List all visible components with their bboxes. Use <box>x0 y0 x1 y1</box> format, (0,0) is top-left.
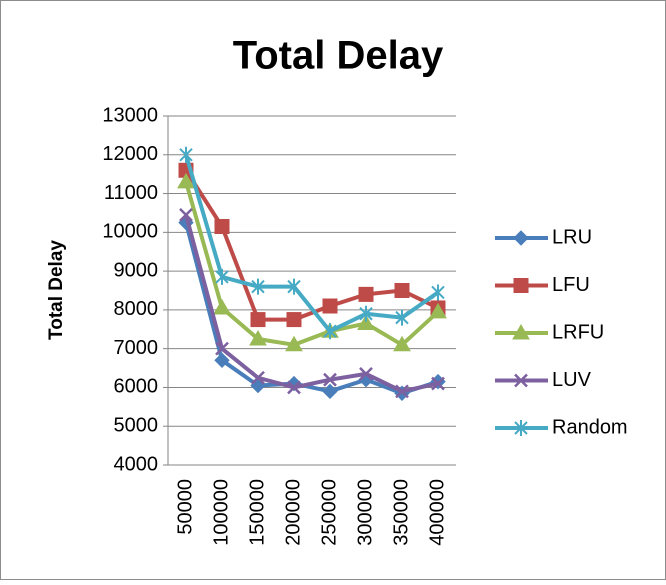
legend-label: Random <box>552 416 628 438</box>
marker <box>179 207 193 222</box>
marker <box>179 146 193 163</box>
marker <box>285 335 303 352</box>
marker <box>251 370 265 385</box>
marker <box>431 376 445 391</box>
marker <box>214 219 230 235</box>
marker <box>431 284 445 301</box>
x-tick-label: 200000 <box>282 479 304 546</box>
marker <box>286 312 302 328</box>
marker <box>287 380 301 395</box>
marker <box>250 312 266 328</box>
marker <box>215 268 229 285</box>
marker <box>251 278 265 295</box>
x-tick-label: 350000 <box>390 479 412 546</box>
x-tick-label: 300000 <box>354 479 376 546</box>
y-tick-label: 6000 <box>114 376 159 398</box>
y-axis-label: Total Delay <box>46 240 67 340</box>
legend-label: LRU <box>552 226 592 248</box>
marker <box>177 172 195 189</box>
x-tick-label: 250000 <box>318 479 340 546</box>
marker <box>359 366 373 381</box>
marker <box>323 372 337 387</box>
y-tick-label: 13000 <box>102 104 158 126</box>
marker <box>357 314 375 330</box>
series-line <box>184 154 440 334</box>
marker <box>214 352 230 369</box>
marker <box>394 283 410 298</box>
marker <box>213 298 231 315</box>
y-tick-label: 11000 <box>104 182 158 204</box>
y-tick-label: 9000 <box>114 259 159 281</box>
x-tick-label: 50000 <box>174 479 196 535</box>
marker <box>395 384 409 399</box>
y-tick-label: 12000 <box>102 143 158 165</box>
marker <box>287 278 301 295</box>
marker <box>514 373 528 388</box>
legend-label: LUV <box>552 369 592 391</box>
marker <box>323 323 337 340</box>
marker <box>512 323 530 340</box>
chart-title: Total Delay <box>233 34 444 78</box>
x-tick-label: 150000 <box>246 479 268 546</box>
marker <box>249 329 267 346</box>
marker <box>322 298 338 314</box>
marker <box>322 383 338 400</box>
marker <box>513 230 529 246</box>
marker <box>395 309 409 326</box>
marker <box>513 278 529 293</box>
marker <box>429 302 447 319</box>
y-tick-label: 4000 <box>114 453 159 475</box>
marker <box>358 286 374 302</box>
marker <box>359 305 373 322</box>
x-tick-label: 100000 <box>210 479 232 546</box>
legend-label: LFU <box>552 274 590 296</box>
x-tick-label: 400000 <box>426 479 448 546</box>
y-tick-label: 5000 <box>114 415 159 437</box>
marker <box>514 420 528 436</box>
y-tick-label: 7000 <box>114 337 159 359</box>
y-tick-label: 8000 <box>114 298 159 320</box>
marker <box>215 341 229 356</box>
legend-label: LRFU <box>552 321 604 343</box>
series-line <box>184 222 439 396</box>
y-tick-label: 10000 <box>102 221 158 243</box>
marker <box>393 335 411 352</box>
